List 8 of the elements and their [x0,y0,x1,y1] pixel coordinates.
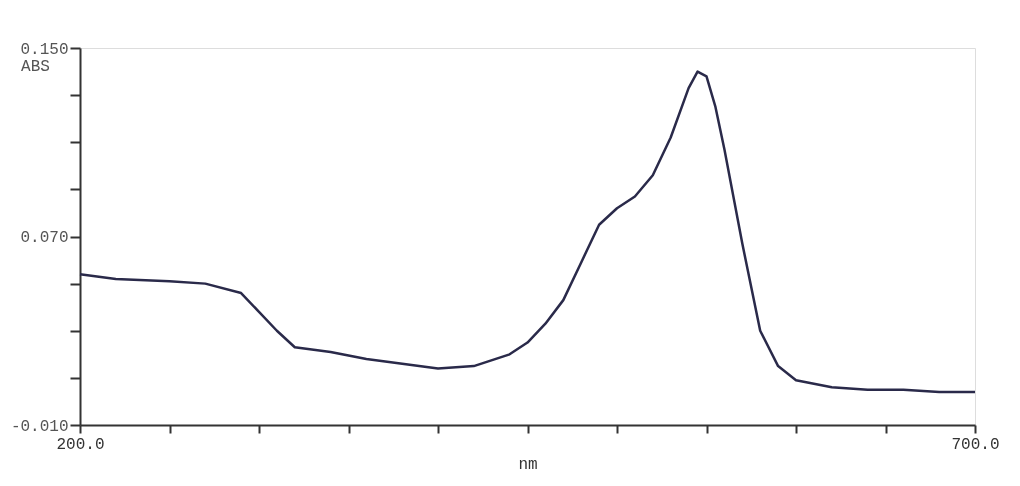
x-tick-label: 200.0 [56,435,105,454]
x-tick-label: 700.0 [951,435,1000,454]
line-series [78,70,977,394]
y-axis-title: ABS [21,57,50,76]
y-tick-label: 0.070 [20,229,69,247]
x-axis-title: nm [518,455,538,474]
y-tick-label: 0.150 [20,40,69,59]
y-tick-label: -0.010 [10,417,69,436]
